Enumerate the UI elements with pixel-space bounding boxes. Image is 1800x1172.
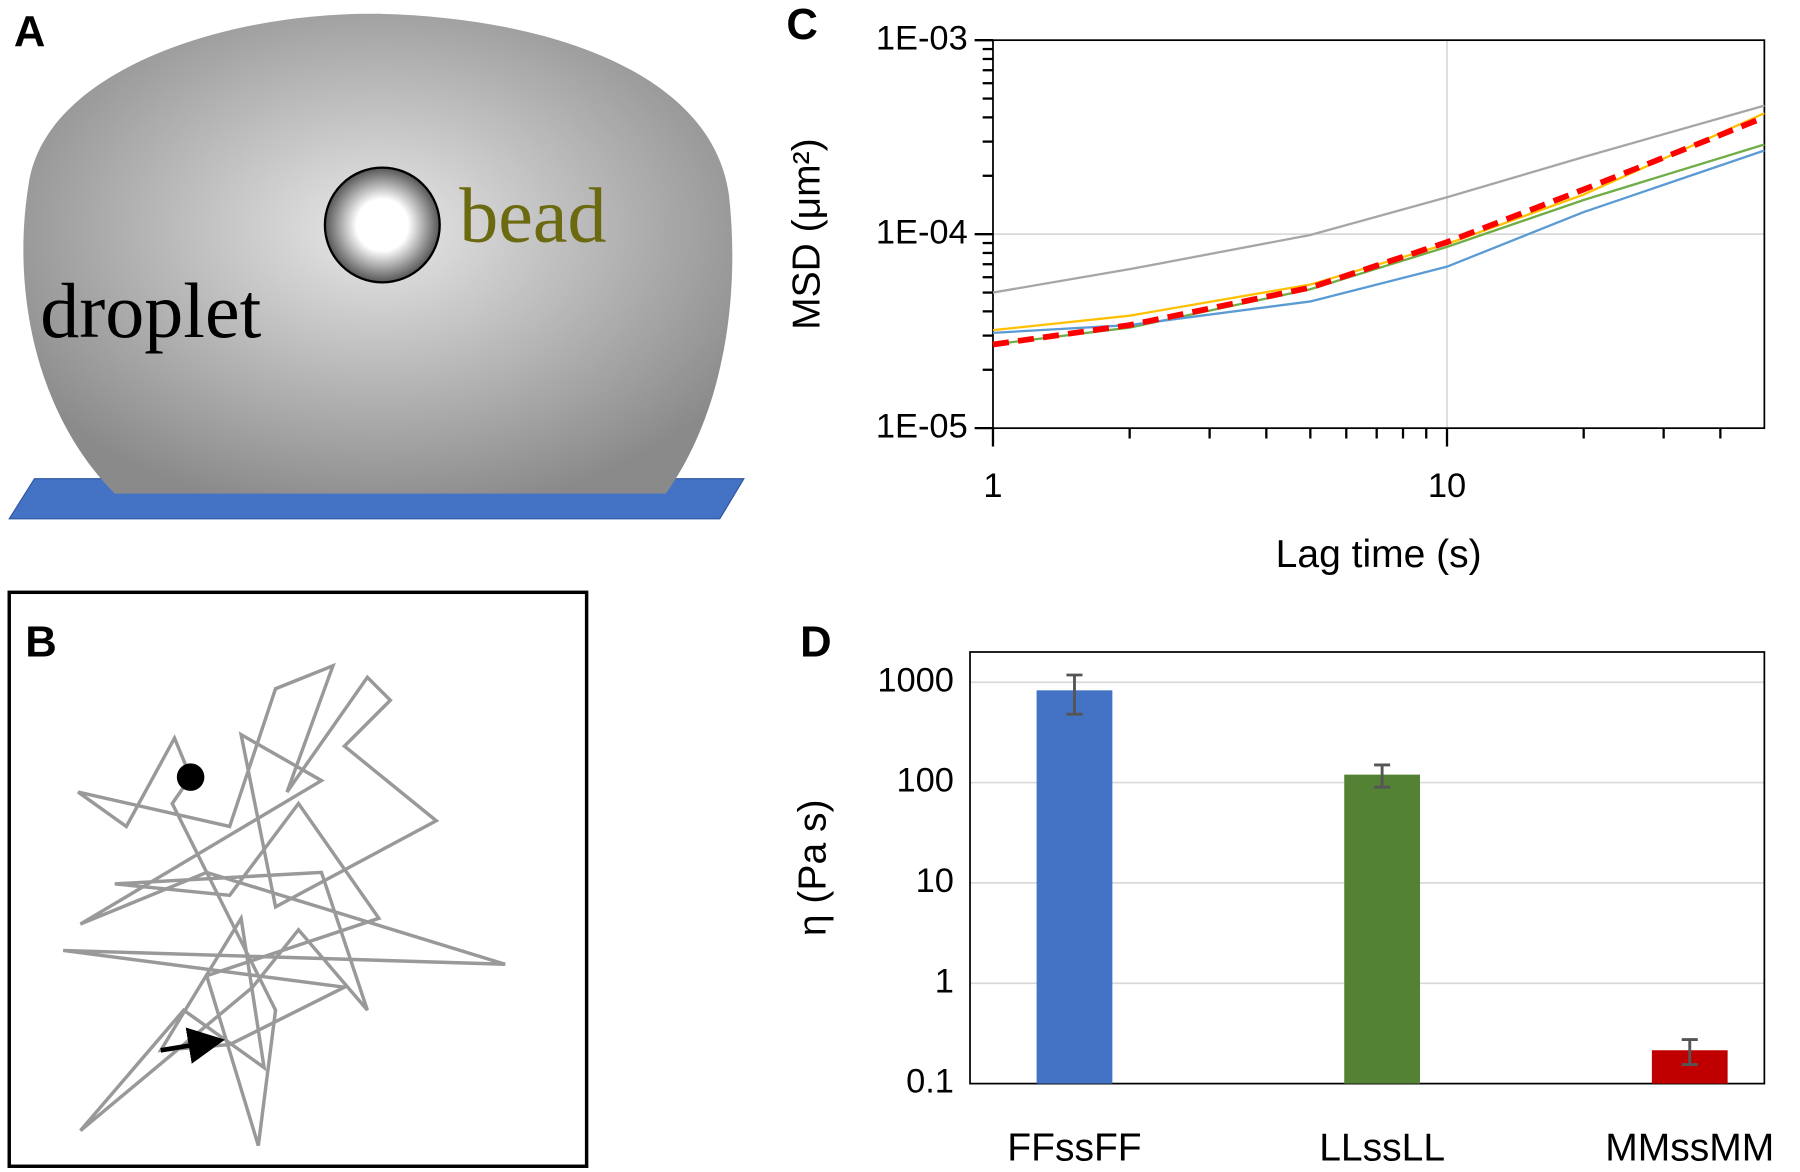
series-line	[992, 149, 1765, 334]
trajectory-arrow	[160, 1027, 225, 1064]
error-bar	[1681, 1038, 1698, 1066]
y-tick-label: 1000	[877, 661, 954, 699]
x-tick-label: LLssLL	[1319, 1127, 1445, 1170]
series-line	[992, 104, 1765, 294]
bead-label: bead	[459, 172, 606, 259]
plot-frame	[969, 651, 1766, 1085]
y-axis-label: η (Pa s)	[791, 800, 834, 937]
panel-label: B	[25, 619, 56, 667]
y-tick-label: 10	[916, 862, 954, 900]
series-line	[992, 143, 1765, 346]
series-line	[992, 112, 1765, 332]
panel-label: C	[786, 1, 818, 49]
y-tick-label: 0.1	[906, 1063, 954, 1101]
error-bar	[1374, 763, 1391, 789]
trajectory-frame	[7, 590, 589, 1168]
y-tick-label: 100	[897, 762, 954, 800]
series-line	[992, 114, 1766, 348]
y-axis-label: MSD (μm²)	[786, 138, 829, 329]
bead	[323, 166, 441, 284]
bar	[1344, 774, 1420, 1084]
bar	[1036, 690, 1113, 1084]
x-axis-label: Lag time (s)	[1276, 533, 1482, 576]
x-tick-label: MMssMM	[1605, 1127, 1774, 1170]
panel-label: A	[14, 8, 46, 56]
error-bar	[1066, 673, 1083, 716]
start-point	[176, 763, 205, 791]
y-tick-label: 1E-04	[876, 213, 968, 251]
panel-label: D	[800, 619, 832, 667]
trajectory	[62, 662, 506, 1147]
x-tick-label: FFssFF	[1007, 1127, 1141, 1170]
y-tick-label: 1E-05	[876, 407, 968, 445]
y-tick-label: 1	[935, 962, 954, 1000]
droplet-label: droplet	[40, 267, 261, 354]
x-tick-label: 10	[1428, 467, 1466, 505]
y-tick-label: 1E-03	[876, 19, 968, 57]
x-tick-label: 1	[983, 467, 1002, 505]
